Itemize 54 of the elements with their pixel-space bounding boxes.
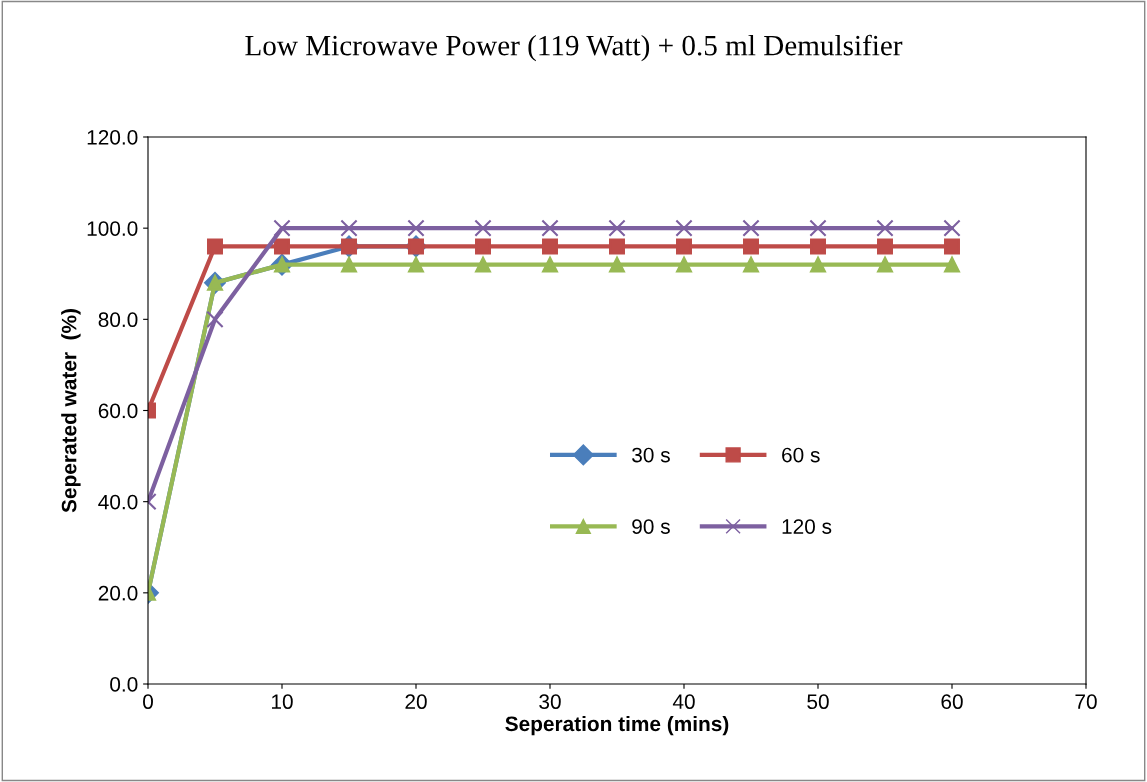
point — [743, 256, 759, 273]
legend-label: 30 s — [632, 447, 670, 463]
point — [876, 219, 894, 237]
y-tick-label: 80.0 — [98, 312, 138, 328]
point — [609, 256, 625, 273]
point — [676, 238, 692, 255]
x-tick-label: 70 — [1075, 694, 1097, 710]
point — [274, 238, 290, 255]
point — [944, 238, 960, 255]
y-tick-label: 100.0 — [87, 221, 138, 236]
point — [341, 256, 357, 273]
point — [676, 256, 692, 273]
point — [206, 310, 224, 329]
x-axis-title: Seperation time (mins) — [505, 715, 729, 736]
point — [810, 238, 826, 255]
y-axis-title: Seperated water (%) — [61, 309, 81, 513]
point — [809, 219, 827, 237]
y-tick-label: 120.0 — [87, 130, 138, 145]
point — [542, 256, 558, 273]
point — [608, 219, 626, 237]
point — [207, 238, 223, 255]
y-tick-label: 0.0 — [110, 677, 138, 692]
point — [944, 256, 960, 273]
point — [541, 219, 559, 237]
x-tick-label: 30 — [539, 694, 561, 710]
legend-label: 120 s — [782, 519, 832, 534]
point — [340, 219, 358, 237]
x-tick-label: 40 — [672, 694, 695, 710]
x-tick-label: 10 — [272, 694, 293, 710]
x-tick-label: 20 — [405, 694, 427, 710]
x-tick-label: 50 — [807, 694, 829, 710]
point — [810, 256, 826, 273]
point — [609, 238, 625, 255]
x-tick-label: 0 — [143, 694, 153, 710]
point — [743, 238, 759, 255]
y-tick-label: 60.0 — [98, 403, 138, 419]
y-tick-label: 20.0 — [98, 585, 138, 601]
point — [675, 219, 693, 237]
legend-label: 60 s — [782, 447, 820, 463]
point — [474, 219, 492, 237]
y-tick-label: 40.0 — [98, 494, 138, 510]
point — [542, 238, 558, 255]
point — [475, 238, 491, 255]
point — [742, 219, 760, 237]
point — [877, 256, 893, 273]
x-tick-label: 60 — [941, 694, 963, 710]
legend-label: 90 s — [632, 519, 670, 534]
point — [273, 219, 291, 237]
point — [475, 256, 491, 273]
point — [943, 219, 961, 237]
point — [407, 219, 425, 237]
point — [877, 238, 893, 255]
point — [408, 256, 424, 273]
chart-title: Low Microwave Power (119 Watt) + 0.5 ml Demulsifier — [245, 34, 903, 62]
